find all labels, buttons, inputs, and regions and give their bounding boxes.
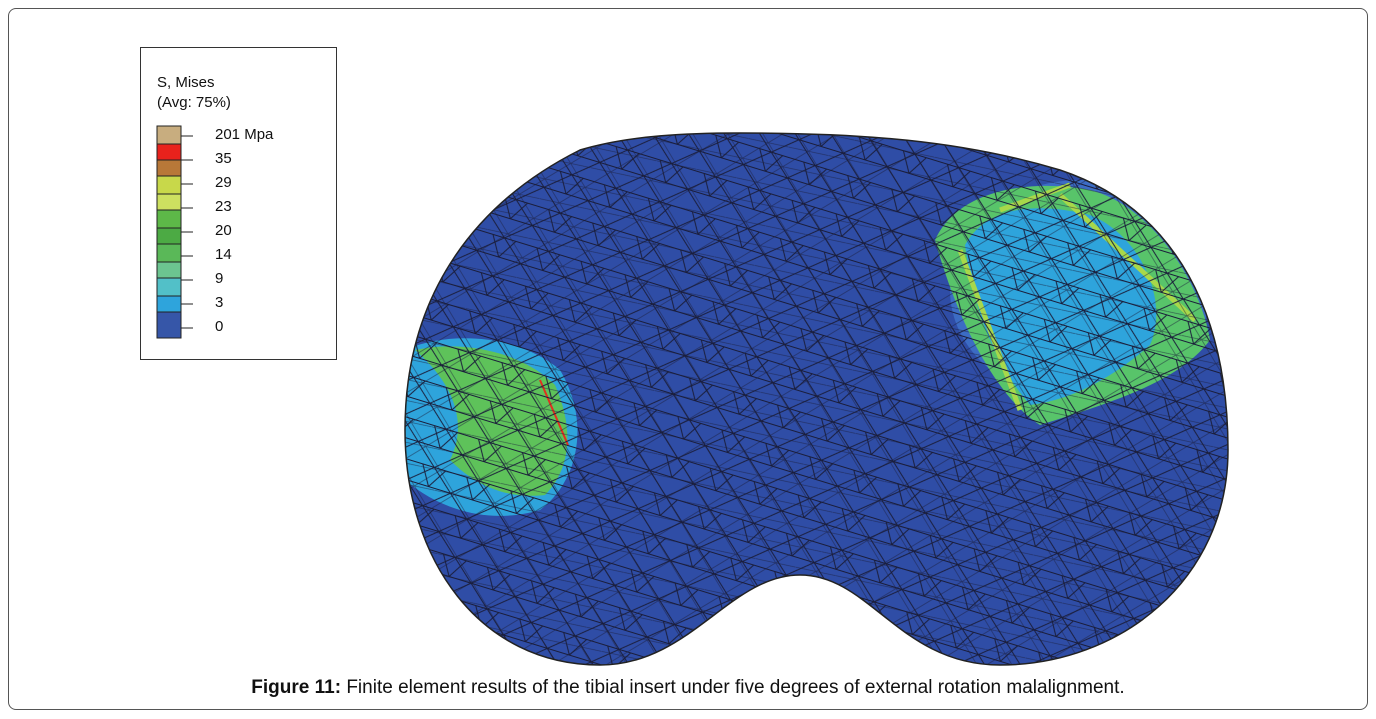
caption: Figure 11: Finite element results of the… bbox=[0, 677, 1376, 699]
legend: S, Mises (Avg: 75%) 201 Mpa 35 29 23 20 14 9 3 0 bbox=[140, 47, 337, 360]
caption-label: Figure 11: bbox=[251, 677, 342, 698]
legend-title: S, Mises bbox=[157, 74, 215, 91]
legend-label: 0 bbox=[215, 318, 224, 335]
legend-label: 23 bbox=[215, 198, 232, 215]
legend-label: 29 bbox=[215, 174, 232, 191]
legend-label: 14 bbox=[215, 246, 232, 263]
legend-subtitle: (Avg: 75%) bbox=[157, 94, 231, 111]
legend-label: 35 bbox=[215, 150, 232, 167]
caption-text: Finite element results of the tibial ins… bbox=[346, 677, 1125, 698]
legend-label: 20 bbox=[215, 222, 232, 239]
figure-frame bbox=[8, 8, 1368, 710]
legend-label: 9 bbox=[215, 270, 224, 287]
legend-label: 3 bbox=[215, 294, 224, 311]
legend-label: 201 Mpa bbox=[215, 126, 274, 143]
color-bar bbox=[156, 125, 193, 339]
